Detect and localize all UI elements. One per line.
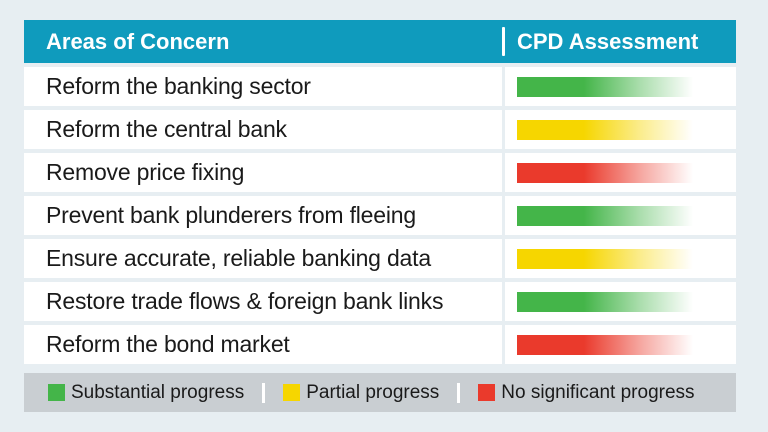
assessment-bar (517, 162, 693, 183)
assessment-cell (505, 153, 736, 192)
table-row: Prevent bank plunderers from fleeing (24, 196, 736, 235)
table-row: Reform the central bank (24, 110, 736, 149)
assessment-bar (517, 248, 693, 269)
concern-label: Reform the central bank (24, 110, 502, 149)
assessment-bar (517, 205, 693, 226)
header-divider (502, 27, 505, 56)
assessment-cell (505, 239, 736, 278)
column-divider (502, 282, 505, 321)
header-cpd-assessment: CPD Assessment (517, 28, 699, 54)
assessment-cell (505, 196, 736, 235)
assessment-bar (517, 119, 693, 140)
table-row: Remove price fixing (24, 153, 736, 192)
concern-label: Ensure accurate, reliable banking data (24, 239, 502, 278)
column-divider (502, 239, 505, 278)
legend-swatch-substantial (48, 384, 65, 401)
legend-label-none: No significant progress (501, 381, 695, 403)
assessment-table: Areas of Concern CPD Assessment Reform t… (24, 20, 736, 368)
legend-label-partial: Partial progress (306, 381, 440, 403)
legend-swatch-partial (283, 384, 301, 401)
legend-divider (457, 382, 461, 403)
column-divider (502, 196, 505, 235)
legend: Substantial progress Partial progress No… (24, 373, 736, 412)
column-divider (502, 153, 505, 192)
legend-label-substantial: Substantial progress (71, 381, 245, 403)
table-body: Reform the banking sector Reform the cen… (24, 67, 736, 364)
table-row: Reform the bond market (24, 325, 736, 364)
assessment-cell (505, 325, 736, 364)
column-divider (502, 110, 505, 149)
assessment-bar (517, 291, 693, 312)
column-divider (502, 325, 505, 364)
assessment-cell (505, 67, 736, 106)
table-row: Ensure accurate, reliable banking data (24, 239, 736, 278)
table-header: Areas of Concern CPD Assessment (24, 20, 736, 63)
column-divider (502, 67, 505, 106)
concern-label: Remove price fixing (24, 153, 502, 192)
assessment-bar (517, 76, 693, 97)
legend-swatch-none (478, 384, 496, 401)
assessment-cell (505, 110, 736, 149)
header-areas-of-concern: Areas of Concern (46, 28, 230, 54)
assessment-bar (517, 334, 693, 355)
concern-label: Restore trade flows & foreign bank links (24, 282, 502, 321)
table-row: Restore trade flows & foreign bank links (24, 282, 736, 321)
table-row: Reform the banking sector (24, 67, 736, 106)
assessment-cell (505, 282, 736, 321)
concern-label: Prevent bank plunderers from fleeing (24, 196, 502, 235)
legend-divider (262, 382, 266, 403)
concern-label: Reform the bond market (24, 325, 502, 364)
concern-label: Reform the banking sector (24, 67, 502, 106)
